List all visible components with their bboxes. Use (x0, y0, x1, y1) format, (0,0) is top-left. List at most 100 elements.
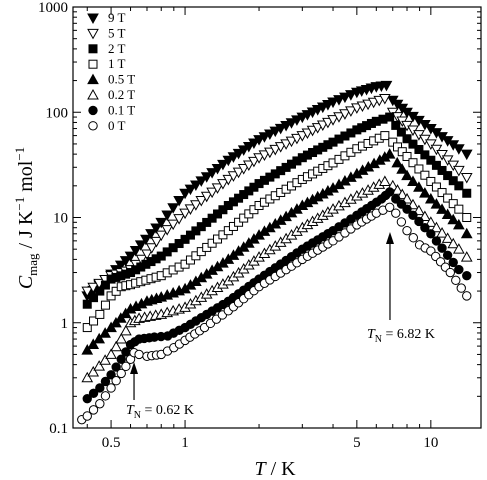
data-point (100, 391, 111, 401)
data-point (443, 171, 453, 181)
data-point (384, 202, 395, 213)
data-point (89, 316, 99, 326)
data-point (264, 129, 276, 140)
data-point (116, 354, 126, 364)
data-point (150, 223, 162, 234)
data-point (402, 151, 412, 161)
data-point (339, 109, 351, 120)
data-point (402, 134, 412, 144)
data-point (391, 184, 404, 195)
data-point (414, 144, 424, 154)
data-point (454, 181, 464, 191)
data-point (167, 203, 179, 214)
x-tick-label: 10 (423, 435, 438, 451)
data-point (436, 203, 448, 214)
y-tick-label: 1 (61, 316, 69, 332)
legend-label: 0 T (108, 118, 126, 133)
series-layer (77, 80, 473, 425)
data-point (402, 204, 412, 214)
data-point (441, 232, 454, 243)
data-point (391, 120, 401, 130)
data-point (436, 227, 448, 238)
data-point (388, 137, 398, 147)
data-point (206, 187, 218, 199)
data-point (274, 123, 287, 135)
data-point (87, 338, 100, 349)
data-point (200, 172, 213, 183)
data-point (100, 280, 110, 290)
legend: 9 T5 T2 T1 T0.5 T0.2 T0.1 T0 T (87, 10, 135, 133)
data-point (190, 200, 202, 211)
data-point (414, 216, 424, 227)
data-point (460, 251, 473, 262)
data-point (106, 383, 116, 393)
data-point (217, 179, 229, 190)
data-point (269, 144, 282, 156)
data-point (436, 150, 448, 161)
data-point (88, 388, 99, 399)
data-point (206, 168, 218, 179)
data-point (179, 208, 191, 220)
data-point (442, 250, 453, 260)
data-point (140, 234, 152, 246)
data-point (452, 218, 465, 230)
data-point (95, 286, 105, 296)
series-0-1-T (82, 187, 472, 404)
data-point (280, 121, 292, 132)
data-point (258, 150, 271, 161)
data-point (454, 264, 464, 275)
data-point (87, 365, 100, 377)
data-point (408, 233, 419, 243)
data-point (426, 155, 436, 165)
data-point (237, 164, 250, 175)
data-point (161, 225, 174, 236)
data-point (424, 192, 437, 204)
data-point (420, 150, 430, 160)
data-point (106, 291, 116, 301)
data-point (145, 229, 157, 240)
data-point (447, 237, 460, 249)
annotations: TN = 0.62 K TN = 6.82 K (126, 232, 435, 421)
x-tick-label: 5 (353, 435, 361, 451)
data-point (93, 360, 106, 371)
data-point (134, 240, 147, 251)
data-point (452, 144, 465, 155)
data-point (82, 323, 92, 333)
legend-label: 0.5 T (108, 72, 135, 87)
data-point (253, 135, 265, 146)
data-point (413, 181, 425, 192)
data-point (437, 165, 447, 175)
data-point (269, 126, 282, 138)
data-point (81, 371, 94, 383)
legend-label: 0.2 T (108, 87, 135, 102)
data-point (448, 257, 458, 268)
data-point (145, 243, 158, 254)
data-point (285, 118, 298, 129)
annotation-label: TN = 6.82 K (367, 327, 435, 345)
data-point (448, 199, 458, 209)
axis-ticks (73, 6, 481, 429)
data-point (100, 376, 111, 387)
legend-marker (88, 44, 98, 54)
data-point (396, 127, 406, 137)
data-point (443, 193, 453, 203)
data-point (441, 208, 454, 220)
data-point (106, 370, 116, 380)
data-point (426, 229, 436, 239)
data-point (401, 169, 413, 181)
data-point (345, 106, 357, 117)
arrow-head (385, 232, 394, 244)
legend-label: 5 T (108, 25, 126, 40)
data-point (115, 333, 128, 344)
data-point (327, 97, 339, 109)
data-point (88, 405, 99, 415)
data-point (408, 210, 418, 221)
data-point (161, 210, 174, 222)
data-point (95, 383, 105, 393)
data-point (167, 219, 179, 231)
data-point (82, 393, 92, 404)
data-point (124, 251, 137, 263)
data-point (111, 286, 121, 296)
data-point (396, 163, 408, 174)
data-point (379, 94, 391, 105)
